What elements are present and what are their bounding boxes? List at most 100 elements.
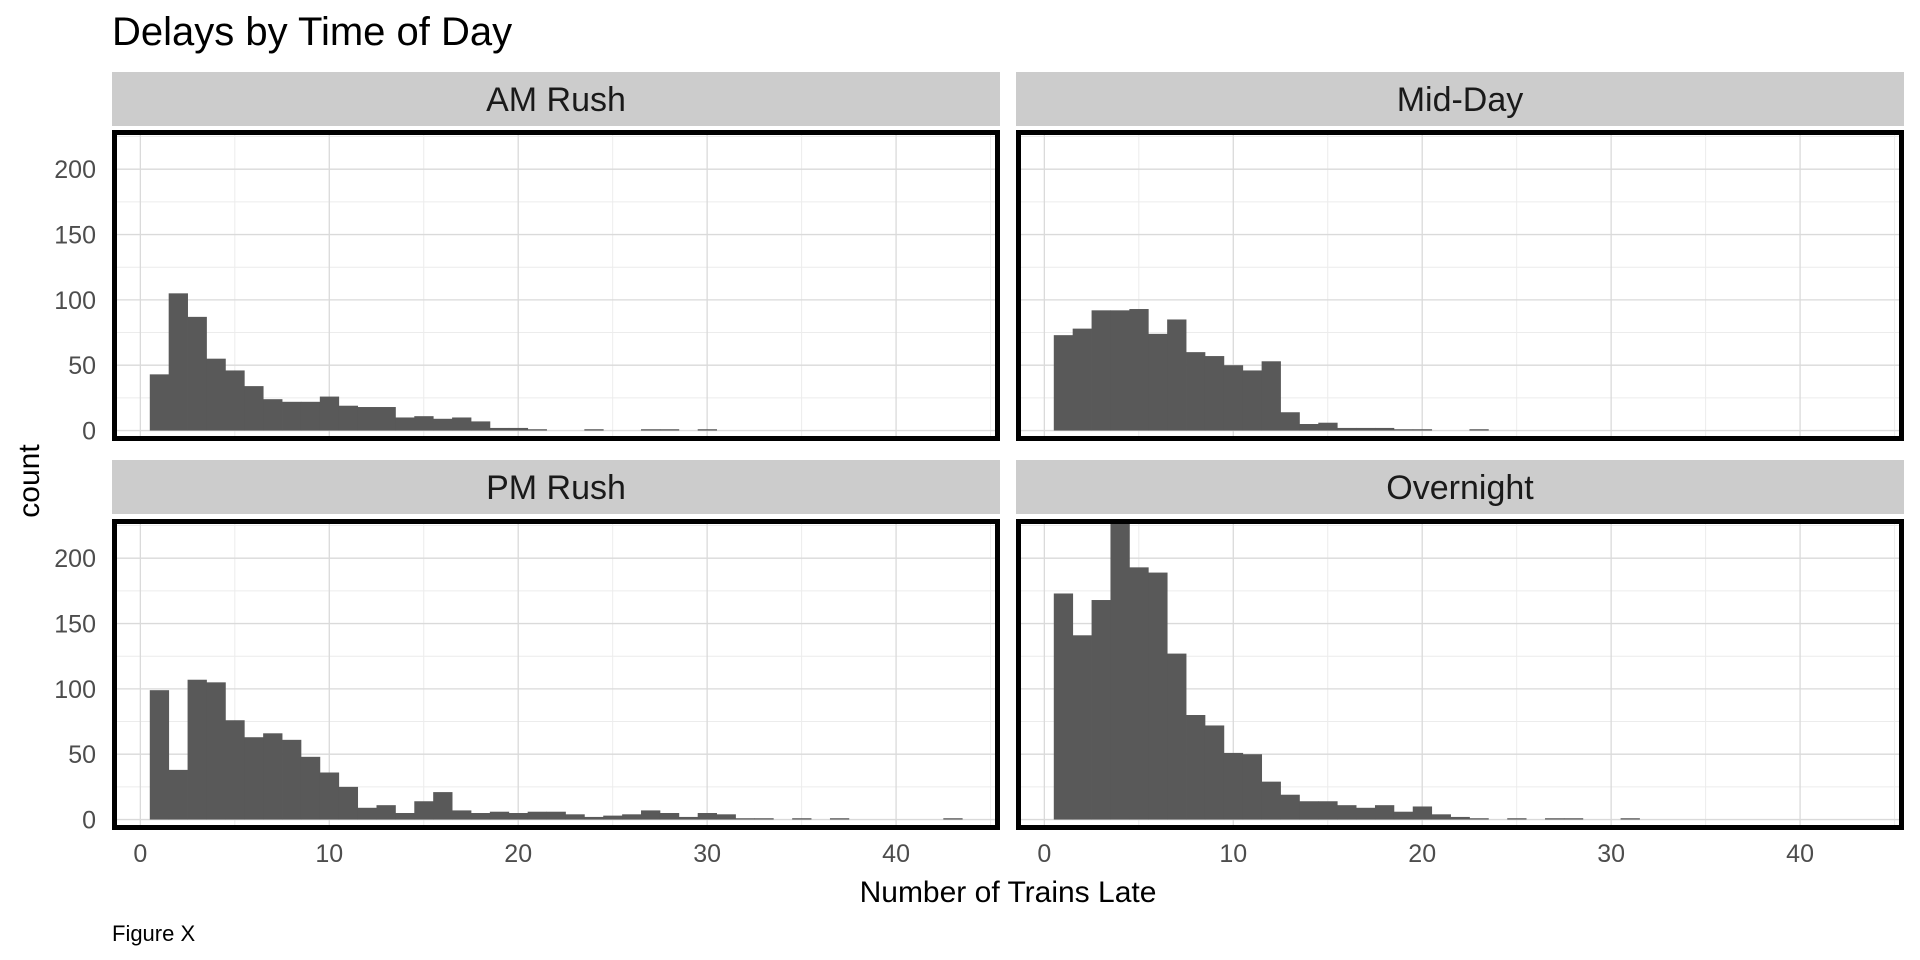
histogram-bar [149,690,170,820]
histogram-bar [1072,328,1092,431]
histogram-bar [206,682,226,820]
histogram-bar [1356,807,1376,820]
histogram-bar [168,293,188,431]
facet-label-overnight: Overnight [1386,469,1534,507]
histogram-bar [1507,818,1527,820]
histogram-bar [1545,818,1565,820]
histogram-bar [1186,715,1206,820]
histogram-bar [735,818,755,820]
y-tick-label: 50 [68,352,96,380]
histogram-bar [282,401,302,431]
y-tick-label: 0 [82,807,96,835]
histogram-bar [376,407,396,431]
histogram-bar [470,421,491,431]
histogram-bar [187,316,207,431]
histogram-bar [357,407,377,431]
figure-caption: Figure X [112,921,195,946]
histogram-bar [225,370,245,431]
facet-label-mid-day: Mid-Day [1397,81,1524,119]
histogram-bar [1356,427,1376,431]
histogram-bar [1337,427,1357,431]
histogram-bar [433,792,453,820]
x-tick-label: 0 [1037,840,1051,868]
histogram-bar [527,811,547,820]
histogram-bar [1261,781,1281,820]
histogram-bar [1204,725,1225,820]
facet-strip-mid-day [1016,72,1904,126]
histogram-bar [414,416,434,431]
y-tick-label: 50 [68,741,96,769]
x-tick-label: 10 [1219,840,1247,868]
chart-title: Delays by Time of Day [112,10,512,54]
panel-border-overnight [1016,519,1904,830]
histogram-bar [1280,794,1300,820]
histogram-bar [395,417,415,431]
histogram-bar [565,814,585,820]
histogram-bar [244,386,264,431]
histogram-bar [754,818,774,820]
y-tick-label: 150 [54,222,96,250]
histogram-bar [1053,335,1074,431]
facet-label-am-rush: AM Rush [486,81,626,119]
histogram-bar [1129,567,1149,820]
y-tick-label: 200 [54,156,96,184]
histogram-bar [1318,422,1338,431]
panel-border-mid-day [1016,130,1904,441]
histogram-bar [433,418,453,431]
histogram-bar [1620,818,1640,820]
histogram-bar [584,816,604,820]
histogram-bar [1280,412,1300,431]
x-tick-label: 40 [1786,840,1814,868]
histogram-bar [319,396,340,431]
histogram-bar [489,811,510,820]
x-tick-label: 40 [882,840,910,868]
histogram-bar [1148,333,1168,431]
histogram-bar [168,769,188,820]
histogram-bar [622,814,642,820]
x-axis-title: Number of Trains Late [860,876,1157,909]
histogram-bar [187,679,207,820]
histogram-bar [1204,356,1225,431]
histogram-bar [546,811,566,820]
histogram-bar [697,813,717,820]
histogram-bar [1374,805,1395,820]
histogram-bar [1450,816,1470,820]
histogram-bar [1393,429,1414,431]
y-tick-label: 200 [54,545,96,573]
histogram-bar [508,427,529,431]
histogram-bar [300,756,321,820]
histogram-bar [1563,818,1584,820]
x-tick-label: 0 [133,840,147,868]
histogram-bar [1412,806,1433,820]
histogram-bar [1374,427,1395,431]
histogram-bar [1469,429,1489,431]
histogram-bar [1167,319,1187,431]
histogram-bar [527,429,547,431]
y-tick-label: 100 [54,287,96,315]
histogram-bar [603,815,623,820]
histogram-bar [641,810,661,820]
histogram-bar [792,818,812,820]
histogram-bar [1242,754,1263,820]
histogram-bar [357,807,377,820]
histogram-bar [1072,635,1092,820]
facet-mid-day: Mid-Day [1016,72,1904,441]
histogram-bar [263,733,283,820]
histogram-bar [149,374,170,431]
histogram-bar [1186,352,1206,431]
histogram-bar [1091,310,1111,431]
histogram-bar [1223,365,1244,431]
histogram-bar [1431,814,1451,820]
histogram-bar [508,813,529,820]
histogram-bar [244,737,264,820]
y-axis-title: count [13,444,46,518]
histogram-bar [489,427,510,431]
x-tick-label: 30 [693,840,721,868]
histogram-bar [1261,361,1281,431]
histogram-bar [1242,370,1263,431]
histogram-bar [1299,424,1319,431]
histogram-bar [1223,752,1244,820]
facet-pm-rush: PM Rush 0 50 100 150 200 0 10 20 30 40 [54,460,1000,868]
facet-strip-overnight [1016,460,1904,514]
